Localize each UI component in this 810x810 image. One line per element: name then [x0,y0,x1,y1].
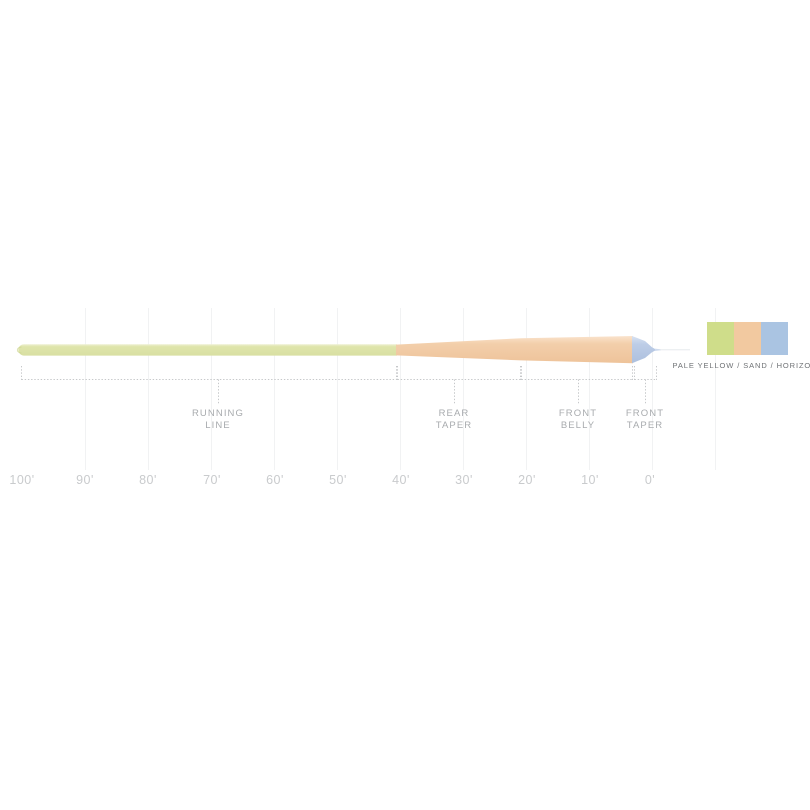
dimension-front-belly [521,366,633,404]
swatch-sand [734,322,761,355]
axis-tick-70: 70' [203,473,221,487]
axis-tick-80: 80' [139,473,157,487]
swatch-horizon [761,322,788,355]
axis-tick-20: 20' [518,473,536,487]
section-label-running-line-line1: RUNNING [191,408,245,419]
front-taper-body [632,336,690,364]
gridlines [85,308,716,470]
dimension-front-taper [634,366,657,404]
axis-tick-30: 30' [455,473,473,487]
section-label-front-belly-line2: BELLY [560,419,596,431]
section-label-front-taper-line2: TAPER [626,419,664,431]
axis-tick-90: 90' [76,473,94,487]
section-label-front-belly: FRONT BELLY [559,408,597,431]
axis-tick-60: 60' [266,473,284,487]
running-line-body [16,344,398,356]
axis-tick-10: 10' [581,473,599,487]
axis-tick-50: 50' [329,473,347,487]
color-legend-caption: PALE YELLOW / SAND / HORIZON [672,361,810,370]
dimension-running-line [21,366,397,404]
section-label-rear-taper-line1: REAR [438,408,470,419]
axis-tick-0: 0' [644,473,656,487]
section-label-rear-taper-line2: TAPER [435,419,473,431]
section-label-front-taper: FRONT TAPER [626,408,664,431]
section-label-front-taper-line1: FRONT [625,408,665,419]
section-label-running-line: RUNNING LINE [192,408,244,431]
axis-tick-40: 40' [392,473,410,487]
swatch-pale-yellow [707,322,734,355]
section-label-rear-taper: REAR TAPER [436,408,472,431]
dimension-rear-taper [397,366,521,404]
axis-tick-100: 100' [9,473,35,487]
sand-body [396,336,633,364]
color-legend-swatches [707,322,788,355]
section-label-running-line-line2: LINE [205,419,231,431]
section-label-front-belly-line1: FRONT [558,408,598,419]
